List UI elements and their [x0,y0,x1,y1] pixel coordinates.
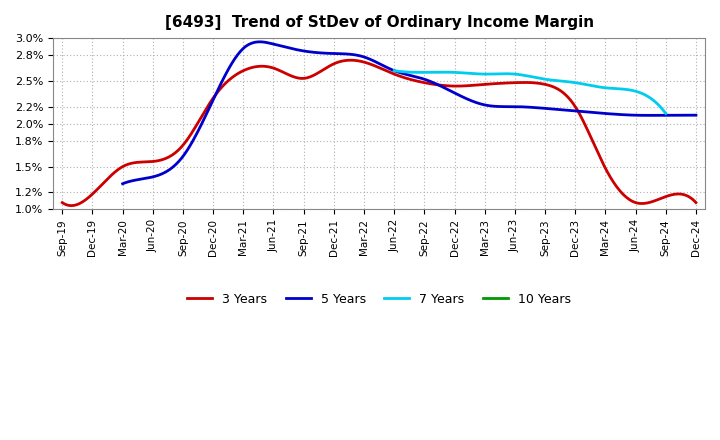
3 Years [692,200,701,205]
7 Years [588,83,596,88]
7 Years [561,79,570,84]
5 Years [536,105,545,110]
7 Years [423,70,431,75]
7 Years [498,71,506,77]
5 Years [307,49,315,55]
3 Years [266,65,274,70]
3 Years [136,160,145,165]
3 Years [58,200,66,205]
3 Years [522,80,531,85]
5 Years [118,181,127,187]
Legend: 3 Years, 5 Years, 7 Years, 10 Years: 3 Years, 5 Years, 7 Years, 10 Years [182,288,577,311]
Line: 3 Years: 3 Years [62,60,696,205]
5 Years [255,39,264,44]
7 Years [478,71,487,77]
7 Years [586,83,595,88]
5 Years [347,52,356,57]
7 Years [390,68,398,73]
5 Years [534,105,542,110]
7 Years [662,111,670,116]
5 Years [480,102,489,107]
3 Years [460,83,469,88]
Title: [6493]  Trend of StDev of Ordinary Income Margin: [6493] Trend of StDev of Ordinary Income… [165,15,594,30]
3 Years [68,203,76,208]
3 Years [310,72,319,77]
5 Years [692,113,701,118]
3 Years [347,58,356,63]
Line: 5 Years: 5 Years [122,42,696,184]
3 Years [518,80,527,85]
Line: 7 Years: 7 Years [394,71,666,114]
5 Years [187,140,196,146]
